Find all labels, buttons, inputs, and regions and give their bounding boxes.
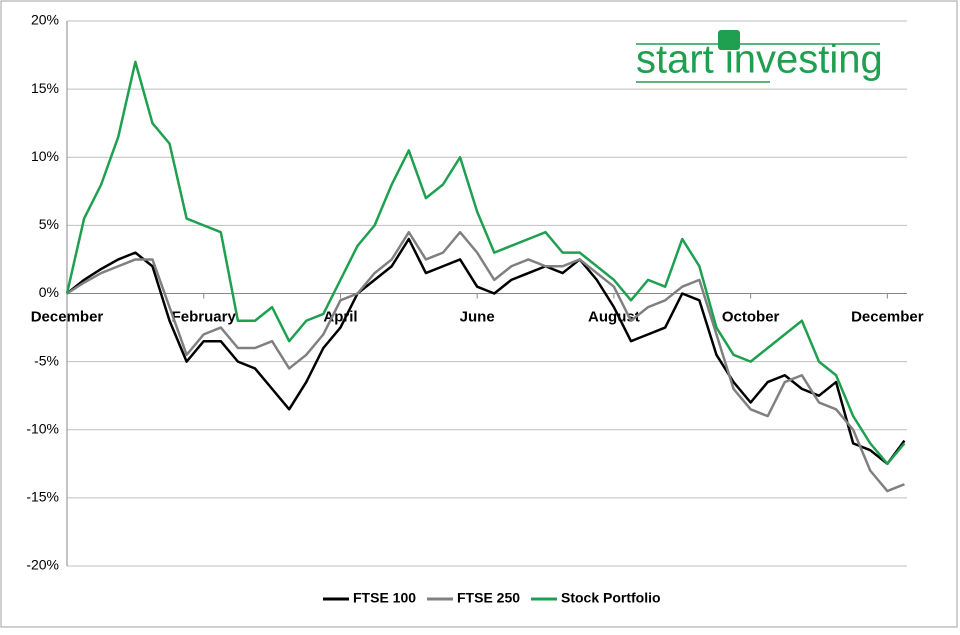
y-tick-label: -5% (34, 352, 59, 368)
y-tick-label: 10% (31, 148, 59, 164)
logo-icon (718, 30, 740, 50)
y-tick-label: 5% (39, 216, 59, 232)
x-tick-label: June (460, 308, 495, 325)
logo: start investing (636, 30, 883, 83)
y-tick-label: -15% (26, 489, 59, 505)
y-tick-label: 0% (39, 284, 59, 300)
logo-text: start investing (636, 38, 883, 82)
x-tick-label: December (31, 308, 104, 325)
x-tick-label: October (722, 308, 780, 325)
legend-label: FTSE 250 (457, 590, 520, 606)
series-line (66, 230, 905, 493)
y-tick-label: 20% (31, 12, 59, 28)
series-line (66, 237, 906, 466)
y-tick-label: 15% (31, 80, 59, 96)
y-tick-label: -10% (26, 420, 59, 436)
series-line (65, 60, 906, 466)
legend-label: Stock Portfolio (561, 590, 661, 606)
legend-label: FTSE 100 (353, 590, 416, 606)
x-tick-label: August (588, 308, 640, 325)
y-tick-label: -20% (26, 557, 59, 573)
x-tick-label: December (851, 308, 924, 325)
x-tick-label: February (172, 308, 237, 325)
